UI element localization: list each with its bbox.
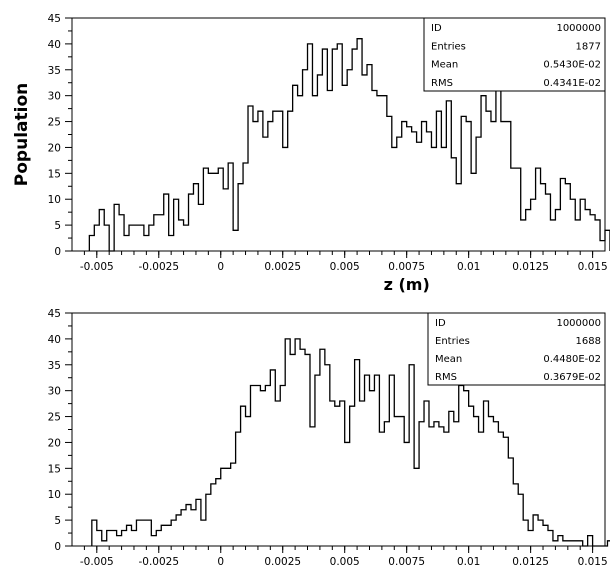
x-tick-label: 0.01 (457, 556, 480, 568)
top-histogram-panel: 0 5 10 15 20 25 30 35 40 45 -0.005 -0.0025 0 0.0025 0.… (12, 13, 610, 294)
stats-value: 0.4480E-02 (543, 354, 601, 365)
x-tick-label: 0.0125 (512, 556, 549, 568)
bottom-histogram-panel: 0 5 10 15 20 25 30 35 40 45 -0.005 -0.0025 0 0.0025 0.… (48, 308, 610, 568)
x-tick-label: 0 (217, 261, 224, 273)
x-tick-label: -0.0025 (139, 261, 180, 273)
stats-value: 0.4341E-02 (543, 78, 601, 89)
stats-value: 1877 (576, 41, 601, 52)
y-tick-label: 0 (54, 541, 61, 553)
x-tick-label: 0.015 (578, 261, 608, 273)
stats-value: 1688 (576, 336, 601, 347)
histogram-series (91, 338, 610, 547)
y-tick-label: 20 (48, 437, 61, 449)
stats-box (423, 17, 606, 92)
y-tick-label: 35 (48, 65, 61, 77)
y-tick-label: 10 (48, 489, 61, 501)
stats-value: 0.5430E-02 (543, 60, 601, 71)
y-tick-label: 5 (54, 515, 61, 527)
stats-value: 1000000 (556, 23, 601, 34)
y-axis-label: Population (12, 83, 32, 186)
y-tick-label: 20 (48, 142, 61, 154)
stats-box (427, 312, 606, 386)
y-tick-label: 15 (48, 168, 61, 180)
x-tick-label: 0.0075 (388, 556, 425, 568)
x-tick-label: 0.005 (330, 556, 360, 568)
x-tick-label: 0 (217, 556, 224, 568)
stats-label: ID (435, 318, 446, 329)
stats-label: Entries (431, 41, 466, 52)
x-tick-label: -0.005 (80, 261, 114, 273)
x-tick-label: 0.005 (330, 261, 360, 273)
x-tick-label: 0.0025 (264, 556, 301, 568)
stats-label: ID (431, 23, 442, 34)
x-tick-label: -0.005 (80, 556, 114, 568)
x-tick-label: 0.01 (457, 261, 480, 273)
x-tick-label: 0.0125 (512, 261, 549, 273)
y-tick-label: 45 (48, 308, 61, 320)
y-tick-label: 30 (48, 386, 61, 398)
y-tick-label: 45 (48, 13, 61, 25)
y-tick-label: 25 (48, 117, 61, 129)
stats-label: RMS (435, 372, 457, 383)
stats-label: Entries (435, 336, 470, 347)
y-tick-label: 10 (48, 194, 61, 206)
x-tick-label: 0.015 (578, 556, 608, 568)
y-tick-label: 0 (54, 246, 61, 258)
y-tick-label: 5 (54, 220, 61, 232)
y-tick-label: 40 (48, 334, 61, 346)
stats-label: Mean (431, 60, 458, 71)
histogram-series (88, 38, 610, 252)
stats-label: RMS (431, 78, 453, 89)
x-tick-label: 0.0025 (264, 261, 301, 273)
y-tick-label: 30 (48, 91, 61, 103)
x-tick-label: 0.0075 (388, 261, 425, 273)
x-axis-label: z (m) (384, 275, 430, 294)
stats-value: 1000000 (556, 318, 601, 329)
y-tick-label: 40 (48, 39, 61, 51)
y-tick-label: 15 (48, 463, 61, 475)
x-tick-label: -0.0025 (139, 556, 180, 568)
stats-label: Mean (435, 354, 462, 365)
stats-value: 0.3679E-02 (543, 372, 601, 383)
y-tick-label: 25 (48, 412, 61, 424)
y-tick-label: 35 (48, 360, 61, 372)
